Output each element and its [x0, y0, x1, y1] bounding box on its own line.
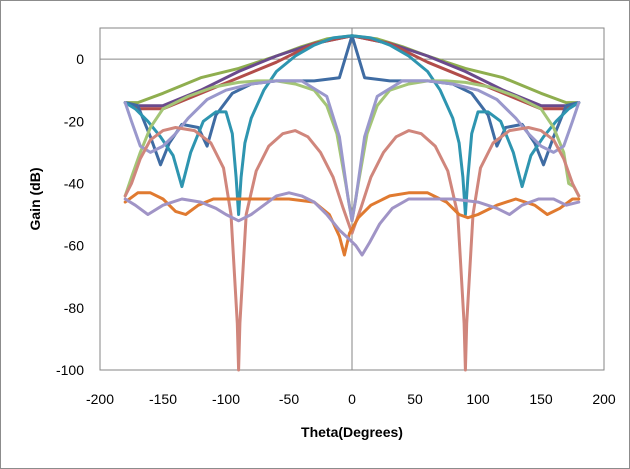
- x-tick-label: 0: [348, 391, 356, 407]
- x-tick-label: -200: [86, 391, 114, 407]
- x-tick-label: 50: [407, 391, 423, 407]
- y-tick-label: -40: [64, 175, 84, 191]
- x-tick-label: 150: [529, 391, 553, 407]
- axes-group: [99, 27, 605, 371]
- tick-labels-group: -200 -150 -100 -50 0 50 100 150 200 0 -20 -40 -60 -80…: [56, 51, 616, 407]
- x-axis-label: Theta(Degrees): [301, 424, 403, 440]
- y-tick-label: -100: [56, 362, 84, 378]
- series-line-8: [123, 126, 581, 372]
- y-tick-label: -80: [64, 300, 84, 316]
- y-tick-label: -60: [64, 238, 84, 254]
- series-line-7: [123, 79, 581, 223]
- x-tick-label: -150: [149, 391, 177, 407]
- series-line-10: [123, 191, 581, 257]
- x-tick-label: 200: [592, 391, 616, 407]
- series-group: [123, 34, 581, 372]
- x-tick-label: -50: [279, 391, 299, 407]
- x-tick-label: -100: [212, 391, 240, 407]
- x-tick-label: 100: [466, 391, 490, 407]
- y-tick-label: -20: [64, 113, 84, 129]
- series-line-9: [123, 191, 581, 257]
- series-line-5: [123, 34, 581, 216]
- y-tick-label: 0: [76, 51, 84, 67]
- y-axis-label: Gain (dB): [27, 168, 43, 231]
